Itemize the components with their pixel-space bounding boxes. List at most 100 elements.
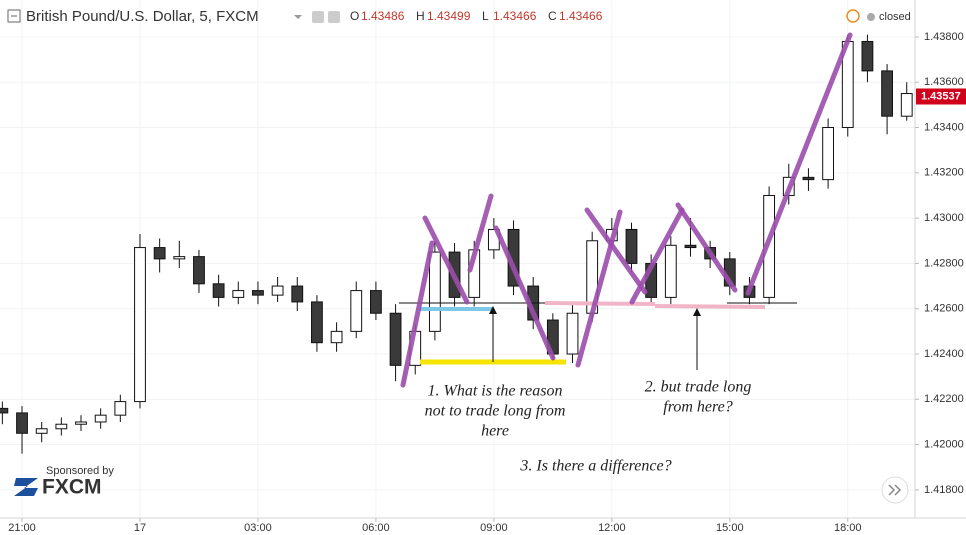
ohlc-legend: O 1.43486 H 1.43499 L 1.43466 C 1.43466 xyxy=(350,9,603,23)
candle-body xyxy=(271,285,284,296)
annotation-text: 2. but trade long xyxy=(645,379,752,396)
candle-body xyxy=(212,283,225,298)
sponsor: Sponsored by FXCM xyxy=(14,465,114,499)
annotation-text: here xyxy=(481,423,509,440)
status-icon xyxy=(846,9,860,23)
trend-stroke xyxy=(675,202,738,293)
header: British Pound/U.S. Dollar, 5, FXCM O 1.43… xyxy=(7,8,911,25)
candle-body xyxy=(664,244,677,298)
ohlc-value: 1.43466 xyxy=(559,9,603,23)
candle-body xyxy=(763,194,776,298)
y-tick-label: 1.43200 xyxy=(924,167,964,179)
y-tick-label: 1.42000 xyxy=(924,439,964,451)
ohlc-value: 1.43486 xyxy=(361,9,405,23)
y-tick-label: 1.43800 xyxy=(924,31,964,43)
chart-title: British Pound/U.S. Dollar, 5, FXCM xyxy=(26,8,259,25)
annotation-text: 1. What is the reason xyxy=(428,383,563,400)
annotations: 1. What is the reason not to trade long f… xyxy=(425,379,752,475)
candle-body xyxy=(881,70,893,117)
trend-stroke xyxy=(400,240,435,388)
candle-body xyxy=(566,312,579,355)
sponsor-name: FXCM xyxy=(42,476,102,499)
drawings xyxy=(399,32,853,388)
x-tick-label: 03:00 xyxy=(244,522,272,534)
candle-body xyxy=(330,330,343,344)
arrow-head xyxy=(489,306,497,314)
candle-body xyxy=(173,256,186,260)
x-tick-label: 18:00 xyxy=(834,522,862,534)
dropdown[interactable] xyxy=(294,15,302,19)
price-tag xyxy=(916,88,966,105)
trend-stroke xyxy=(584,207,648,295)
y-tick-label: 1.42200 xyxy=(924,393,964,405)
y-tick-label: 1.42600 xyxy=(924,303,964,315)
candle-body xyxy=(134,247,146,403)
candle-body xyxy=(389,312,402,366)
trend-stroke xyxy=(745,32,853,296)
annotation-text: 3. Is there a difference? xyxy=(519,458,671,475)
candle-body xyxy=(684,244,697,249)
x-tick-label: 21:00 xyxy=(8,522,36,534)
annotation-text: from here? xyxy=(663,399,732,416)
annotation-text: not to trade long from xyxy=(425,403,566,420)
ohlc-label: H xyxy=(416,9,425,23)
candle-body xyxy=(153,247,166,260)
candle-body xyxy=(193,256,205,285)
grid xyxy=(0,0,915,518)
ohlc-label: O xyxy=(350,9,359,23)
candle-body xyxy=(311,301,323,344)
x-tick-label: 06:00 xyxy=(362,522,390,534)
scroll-icon xyxy=(888,484,902,496)
candle-body xyxy=(370,290,382,314)
y-tick-label: 1.43400 xyxy=(924,121,964,133)
ohlc-value: 1.43466 xyxy=(493,9,537,23)
candle-body xyxy=(232,290,245,298)
candle-body xyxy=(861,40,874,72)
x-tick-label: 09:00 xyxy=(480,522,508,534)
trend-stroke xyxy=(629,207,685,305)
y-tick-label: 1.42800 xyxy=(924,257,964,269)
candle-body xyxy=(291,285,304,303)
candle-body xyxy=(94,414,107,423)
candle-body xyxy=(822,127,835,181)
candle-body xyxy=(35,428,48,434)
candle-body xyxy=(16,412,28,434)
trend-stroke xyxy=(493,225,556,361)
y-tick-label: 1.43600 xyxy=(924,76,964,88)
settings-icon[interactable] xyxy=(312,11,324,23)
arrow-head xyxy=(693,308,701,316)
status-label: closed xyxy=(879,11,911,23)
x-tick-label: 15:00 xyxy=(716,522,744,534)
trend-stroke xyxy=(422,215,470,305)
pink-line xyxy=(544,301,656,306)
x-tick-label: 17 xyxy=(134,522,146,534)
sponsor-logo xyxy=(14,478,38,496)
settings-icon[interactable] xyxy=(328,11,340,23)
candle-body xyxy=(625,228,638,264)
candle-body xyxy=(75,421,87,425)
y-tick-label: 1.42400 xyxy=(924,348,964,360)
price-tag-label: 1.43537 xyxy=(921,90,961,102)
candle-body xyxy=(802,176,815,181)
trend-stroke xyxy=(467,193,494,273)
x-tick-label: 12:00 xyxy=(598,522,626,534)
pink-line xyxy=(654,304,766,309)
candle-body xyxy=(350,290,363,332)
ohlc-label: L xyxy=(482,9,489,23)
ohlc-label: C xyxy=(548,9,557,23)
candle-body xyxy=(114,401,127,416)
y-tick-label: 1.41800 xyxy=(924,484,964,496)
candle-body xyxy=(55,423,68,430)
trend-stroke xyxy=(575,209,623,368)
candle-body xyxy=(900,93,913,117)
ohlc-value: 1.43499 xyxy=(427,9,471,23)
sponsor-label: Sponsored by xyxy=(46,465,114,477)
candle-body xyxy=(0,407,9,414)
candle-body xyxy=(428,251,441,332)
y-tick-label: 1.43000 xyxy=(924,212,964,224)
candle-body xyxy=(252,290,264,296)
status-dot xyxy=(867,13,875,21)
axes: 1.41800 1.42000 1.42200 1.42400 1.42600 1.428… xyxy=(8,31,966,534)
